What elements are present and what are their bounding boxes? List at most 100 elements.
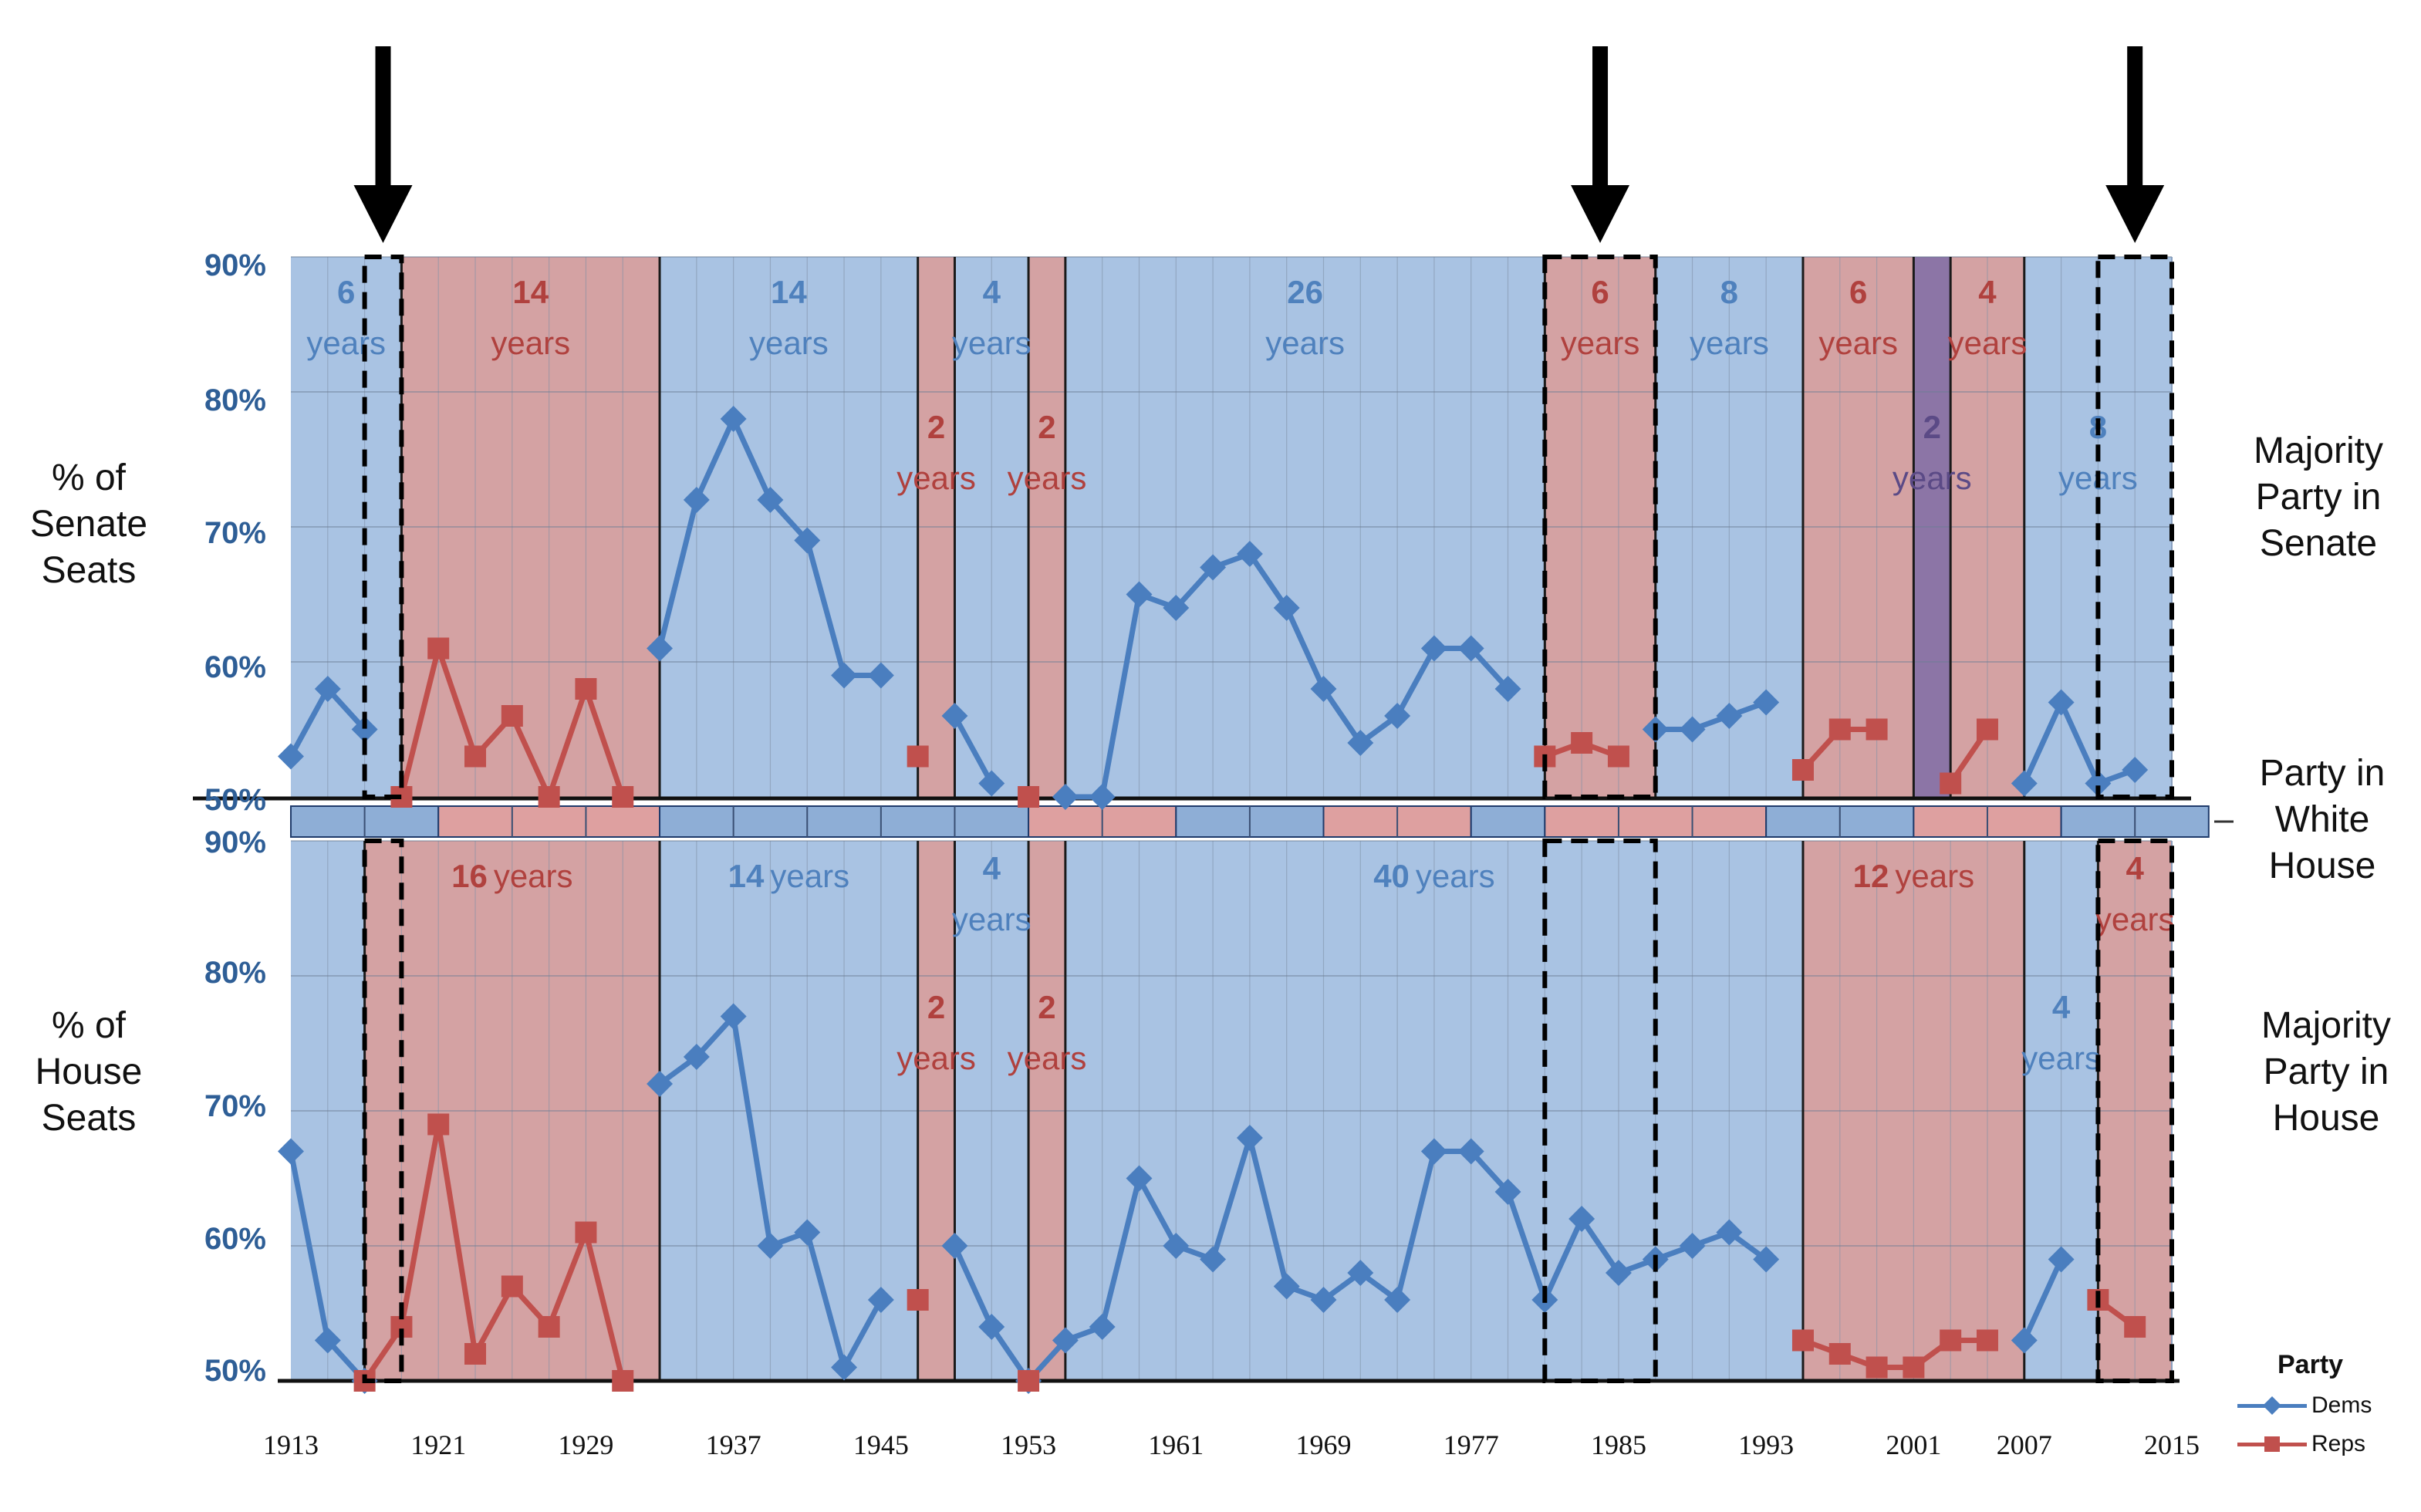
x-tick-2015: 2015	[2144, 1429, 2200, 1460]
house-y-tick-0: 90%	[204, 825, 266, 859]
house-band-label-unit-2007: years	[2021, 1040, 2101, 1076]
house-dems-point-2007	[2011, 1327, 2038, 1354]
house-dems-point-1983	[1568, 1206, 1595, 1232]
senate-band-label-num-1949: 4	[983, 274, 1001, 310]
senate-band-label-unit-1953: years	[1008, 460, 1087, 496]
house-dems-point-1933	[647, 1071, 674, 1097]
house-dems-line-seg-3	[2021, 1258, 2064, 1342]
senate-dems-point-1957	[1089, 784, 1116, 810]
arrow-shaft-1918	[375, 46, 391, 189]
white-house-label: Party in White House	[2259, 753, 2386, 886]
senate-dems-point-1971	[1347, 730, 1374, 756]
senate-band-label-num-1947: 2	[927, 409, 945, 445]
house-reps-point-1929	[575, 1221, 597, 1244]
house-dems-point-1963	[1200, 1246, 1227, 1273]
senate-band-label-unit-1919: years	[491, 325, 570, 361]
senate-dems-point-1945	[867, 662, 894, 689]
house-majority-label: Majority Party in House	[2261, 1005, 2392, 1139]
x-tick-1937: 1937	[706, 1429, 761, 1460]
house-reps-point-2005	[1976, 1329, 1998, 1352]
arrow-head-2012	[2105, 185, 2165, 243]
senate-band-label-num-2003: 4	[1978, 274, 1997, 310]
senate-reps-point-1999	[1866, 718, 1888, 741]
senate-dems-point-1967	[1273, 595, 1300, 621]
house-reps-point-1999	[1866, 1356, 1888, 1379]
house-reps-point-1931	[612, 1370, 634, 1392]
house-reps-point-1921	[427, 1113, 450, 1136]
house-dems-point-1967	[1273, 1273, 1300, 1300]
senate-band-label-unit-2001: years	[1893, 460, 1972, 496]
house-dems-point-1913	[278, 1138, 304, 1165]
senate-dems-point-1973	[1384, 703, 1411, 729]
house-band-label-num-1947: 2	[927, 989, 945, 1025]
house-band-label-num-1949: 4	[983, 850, 1001, 886]
house-reps-point-1947	[907, 1289, 929, 1311]
senate-reps-point-1921	[427, 637, 450, 660]
senate-band-label-num-2001: 2	[1923, 409, 1941, 445]
senate-y-tick-3: 60%	[204, 650, 266, 684]
x-tick-1993: 1993	[1738, 1429, 1794, 1460]
senate-reps-point-2003	[1940, 772, 1962, 795]
house-band-label-num-2007: 4	[2052, 989, 2071, 1025]
dems-swatch	[2237, 1394, 2307, 1417]
senate-band-label-num-1913: 6	[337, 274, 355, 310]
house-dems-point-1951	[978, 1314, 1005, 1340]
x-tick-1977: 1977	[1443, 1429, 1499, 1460]
senate-reps-point-1947	[907, 745, 929, 768]
house-y-tick-3: 60%	[204, 1222, 266, 1256]
senate-reps-point-1953	[1018, 786, 1040, 808]
senate-dems-point-1959	[1126, 581, 1153, 608]
senate-y-tick-1: 80%	[204, 383, 266, 417]
white-house-strip	[290, 805, 2234, 838]
house-y-tick-4: 50%	[204, 1354, 266, 1388]
house-reps-point-1995	[1791, 1329, 1814, 1352]
senate-dems-line-seg-4	[1655, 700, 1768, 732]
senate-dems-line-seg-5	[2021, 700, 2136, 786]
x-tick-2007: 2007	[1997, 1429, 2052, 1460]
house-highlight-2012	[2095, 839, 2174, 1383]
senate-reps-point-1985	[1607, 745, 1629, 768]
white-house-term-1981	[1544, 805, 1768, 838]
senate-band-label-unit-1981: years	[1561, 325, 1640, 361]
house-band-label-1995: 12 years	[1853, 858, 1974, 894]
house-dems-point-1955	[1052, 1327, 1079, 1354]
house-dems-point-1957	[1089, 1314, 1116, 1340]
house-dems-point-1977	[1457, 1138, 1484, 1165]
house-dems-point-1965	[1236, 1125, 1263, 1151]
house-band-label-1933: 14 years	[728, 858, 849, 894]
senate-reps-point-1923	[464, 745, 487, 768]
house-y-tick-1: 80%	[204, 956, 266, 990]
house-band-label-1917: 16 years	[451, 858, 572, 894]
senate-band-label-num-1955: 26	[1287, 274, 1323, 310]
house-reps-point-1923	[464, 1343, 487, 1365]
senate-majority-label: Majority Party in Senate	[2253, 430, 2384, 564]
senate-band-label-unit-1987: years	[1690, 325, 1769, 361]
x-tick-1969: 1969	[1296, 1429, 1352, 1460]
senate-reps-point-1983	[1571, 732, 1593, 754]
senate-dems-point-1965	[1236, 541, 1263, 567]
house-reps-line-seg-0	[362, 1122, 626, 1382]
senate-band-label-num-1933: 14	[771, 274, 807, 310]
senate-dems-point-1943	[831, 662, 858, 689]
x-tick-1921: 1921	[410, 1429, 466, 1460]
house-reps-point-2003	[1940, 1329, 1962, 1352]
arrow-head-1918	[353, 185, 413, 243]
house-dems-point-1993	[1753, 1246, 1780, 1273]
senate-reps-point-1925	[501, 705, 523, 727]
house-dems-point-1979	[1494, 1179, 1521, 1205]
house-dems-point-1969	[1310, 1287, 1337, 1313]
senate-dems-point-1937	[720, 406, 747, 432]
senate-band-label-num-1995: 6	[1849, 274, 1867, 310]
senate-reps-point-2005	[1976, 718, 1998, 741]
house-dems-point-1941	[794, 1219, 821, 1246]
house-dems-point-1949	[941, 1233, 968, 1259]
house-band-label-unit-2011: years	[2095, 901, 2175, 937]
senate-dems-point-1977	[1457, 635, 1484, 662]
house-highlight-1982	[1542, 839, 1658, 1383]
senate-dems-point-1933	[647, 635, 674, 662]
senate-band-label-unit-1933: years	[749, 325, 829, 361]
house-dems-point-1915	[314, 1327, 341, 1354]
legend-title: Party	[2277, 1350, 2344, 1379]
white-house-term-1933	[659, 805, 1030, 838]
house-dems-point-1939	[757, 1233, 784, 1259]
